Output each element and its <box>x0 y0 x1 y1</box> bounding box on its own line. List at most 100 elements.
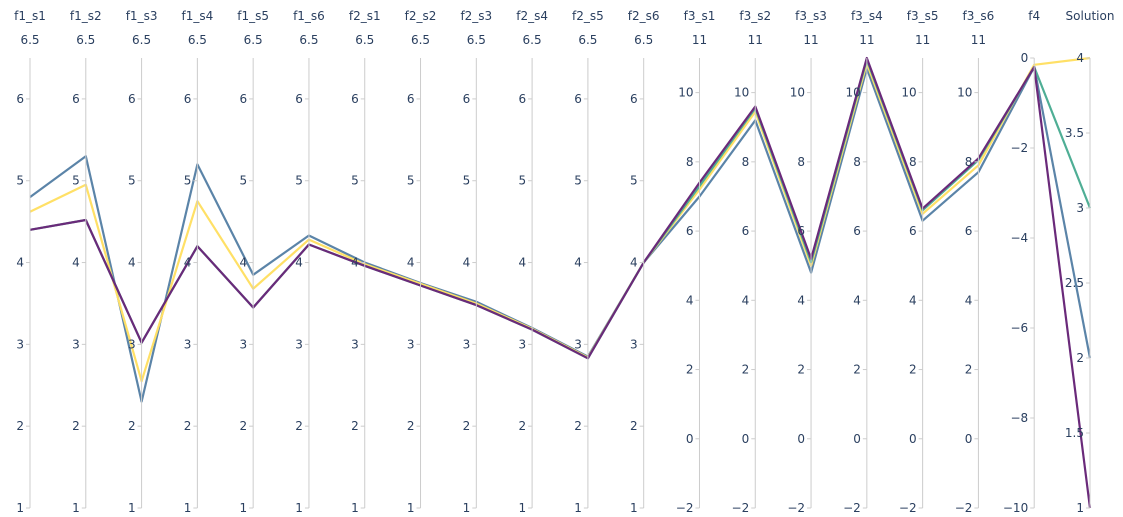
axis-f2_s2[interactable]: f2_s2 6.5 1 2 3 4 5 6 <box>405 9 437 515</box>
tick-label: −2 <box>787 501 805 515</box>
axis-f2_s4[interactable]: f2_s4 6.5 1 2 3 4 5 6 <box>516 9 548 515</box>
axis-title: f2_s4 <box>516 9 548 23</box>
axis-Solution[interactable]: Solution 1 1.5 2 2.5 3 3.5 4 <box>1065 9 1115 515</box>
tick-label: 2 <box>240 419 248 433</box>
axis-f1_s4[interactable]: f1_s4 6.5 1 2 3 4 5 6 <box>181 9 213 515</box>
tick-label: 5 <box>518 174 526 188</box>
tick-label: 6 <box>72 92 80 106</box>
tick-label: 6 <box>463 92 471 106</box>
tick-label: 1 <box>1076 501 1084 515</box>
tick-label: 2 <box>407 419 415 433</box>
axis-f1_s5[interactable]: f1_s5 6.5 1 2 3 4 5 6 <box>237 9 269 515</box>
tick-label: 4 <box>1076 51 1084 65</box>
tick-label: 3 <box>128 337 136 351</box>
tick-label: 3 <box>72 337 80 351</box>
tick-label: 10 <box>846 86 861 100</box>
tick-label: −2 <box>676 501 694 515</box>
axis-f1_s2[interactable]: f1_s2 6.5 1 2 3 4 5 6 <box>70 9 102 515</box>
axis-title: f2_s1 <box>349 9 381 23</box>
tick-label: 6 <box>742 224 750 238</box>
tick-label: 10 <box>678 86 693 100</box>
tick-label: 4 <box>853 293 861 307</box>
axis-title: f3_s6 <box>963 9 995 23</box>
axis-f1_s3[interactable]: f1_s3 6.5 1 2 3 4 5 6 <box>126 9 158 515</box>
axis-f3_s5[interactable]: f3_s5 11 −2 0 2 4 6 8 10 <box>899 9 939 515</box>
tick-label: 6 <box>16 92 24 106</box>
tick-label: 4 <box>630 256 638 270</box>
axis-f3_s6[interactable]: f3_s6 11 −2 0 2 4 6 8 10 <box>955 9 995 515</box>
axis-f3_s2[interactable]: f3_s2 11 −2 0 2 4 6 8 10 <box>732 9 772 515</box>
tick-label: 3 <box>184 337 192 351</box>
tick-label: 1 <box>463 501 471 515</box>
axis-f3_s4[interactable]: f3_s4 11 −2 0 2 4 6 8 10 <box>843 9 883 515</box>
tick-label: 4 <box>463 256 471 270</box>
axis-title: f3_s4 <box>851 9 883 23</box>
axis-f2_s1[interactable]: f2_s1 6.5 1 2 3 4 5 6 <box>349 9 381 515</box>
tick-label: 4 <box>240 256 248 270</box>
tick-label: 5 <box>407 174 415 188</box>
axis-max-label: 6.5 <box>76 33 95 47</box>
axis-f2_s6[interactable]: f2_s6 6.5 1 2 3 4 5 6 <box>628 9 660 515</box>
tick-label: 1 <box>16 501 24 515</box>
tick-label: −2 <box>899 501 917 515</box>
tick-label: 2 <box>1076 351 1084 365</box>
axis-max-label: 6.5 <box>467 33 486 47</box>
tick-label: 5 <box>16 174 24 188</box>
tick-label: 1 <box>240 501 248 515</box>
tick-label: 6 <box>351 92 359 106</box>
axis-f3_s3[interactable]: f3_s3 11 −2 0 2 4 6 8 10 <box>787 9 827 515</box>
tick-label: 10 <box>734 86 749 100</box>
axis-max-label: 11 <box>692 33 707 47</box>
tick-label: 4 <box>184 256 192 270</box>
tick-label: 4 <box>295 256 303 270</box>
tick-label: 4 <box>128 256 136 270</box>
axis-title: f2_s6 <box>628 9 660 23</box>
tick-label: 2 <box>518 419 526 433</box>
series-line-3 <box>29 56 1092 509</box>
tick-label: 2 <box>686 363 694 377</box>
tick-label: 2 <box>853 363 861 377</box>
tick-label: 6 <box>128 92 136 106</box>
axis-max-label: 6.5 <box>20 33 39 47</box>
tick-label: 10 <box>901 86 916 100</box>
tick-label: 2 <box>797 363 805 377</box>
axis-max-label: 11 <box>859 33 874 47</box>
tick-label: 3 <box>574 337 582 351</box>
tick-label: 2 <box>16 419 24 433</box>
tick-label: 3 <box>463 337 471 351</box>
tick-label: 5 <box>128 174 136 188</box>
tick-label: 2 <box>574 419 582 433</box>
series-lines <box>29 56 1092 509</box>
tick-label: 2 <box>630 419 638 433</box>
axis-f1_s6[interactable]: f1_s6 6.5 1 2 3 4 5 6 <box>293 9 325 515</box>
tick-label: 2 <box>463 419 471 433</box>
tick-label: 5 <box>184 174 192 188</box>
axis-max-label: 6.5 <box>634 33 653 47</box>
axis-f4[interactable]: f4 −10 −8 −6 −4 −2 0 <box>1003 9 1040 515</box>
tick-label: 2 <box>742 363 750 377</box>
axis-max-label: 11 <box>915 33 930 47</box>
tick-label: 10 <box>957 86 972 100</box>
axis-f2_s3[interactable]: f2_s3 6.5 1 2 3 4 5 6 <box>460 9 492 515</box>
tick-label: 4 <box>797 293 805 307</box>
axis-f2_s5[interactable]: f2_s5 6.5 1 2 3 4 5 6 <box>572 9 604 515</box>
tick-label: 8 <box>797 155 805 169</box>
tick-label: −4 <box>1011 231 1029 245</box>
tick-label: 4 <box>965 293 973 307</box>
axis-f3_s1[interactable]: f3_s1 11 −2 0 2 4 6 8 10 <box>676 9 716 515</box>
axis-f1_s1[interactable]: f1_s1 6.5 1 2 3 4 5 6 <box>14 9 46 515</box>
tick-label: 10 <box>790 86 805 100</box>
tick-label: 6 <box>797 224 805 238</box>
tick-label: 6 <box>518 92 526 106</box>
axis-max-label: 6.5 <box>299 33 318 47</box>
tick-label: 1 <box>574 501 582 515</box>
axis-max-label: 6.5 <box>188 33 207 47</box>
axis-max-label: 11 <box>803 33 818 47</box>
axis-max-label: 6.5 <box>523 33 542 47</box>
axis-title: f1_s5 <box>237 9 269 23</box>
tick-label: 1 <box>72 501 80 515</box>
tick-label: 2 <box>128 419 136 433</box>
tick-label: −2 <box>1011 141 1029 155</box>
tick-label: 4 <box>686 293 694 307</box>
tick-label: 0 <box>1021 51 1029 65</box>
